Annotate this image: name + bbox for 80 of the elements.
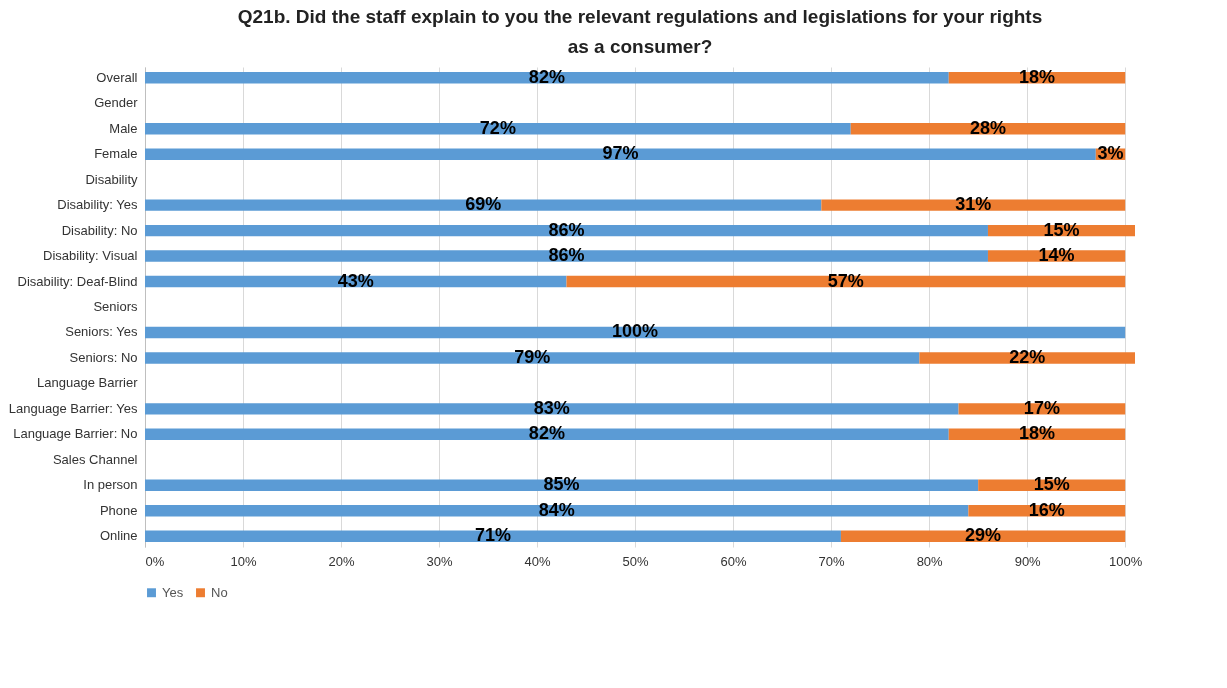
bar [145, 224, 988, 237]
bar [145, 428, 949, 441]
y-tick-label: Sales Channel [52, 451, 138, 467]
legend-label: No [211, 584, 228, 600]
data-label: 97% [602, 143, 639, 164]
data-label: 29% [965, 525, 1002, 546]
bar [145, 479, 979, 491]
data-label: 79% [514, 346, 551, 367]
data-label: 57% [827, 270, 864, 291]
data-label: 14% [1038, 245, 1075, 266]
y-tick-label: Disability: No [61, 222, 138, 238]
data-label: 100% [612, 321, 659, 342]
data-label: 28% [969, 117, 1006, 138]
data-label: 71% [474, 525, 511, 546]
y-tick-label: Disability: Yes [57, 197, 138, 213]
data-label: 15% [1043, 219, 1080, 240]
y-tick-label: Phone [99, 502, 138, 518]
bar [145, 326, 1126, 339]
y-tick-label: Gender [94, 95, 139, 111]
data-label: 84% [538, 499, 575, 520]
data-label: 86% [548, 219, 585, 240]
x-tick-label: 40% [524, 553, 552, 569]
bar [948, 72, 1126, 84]
x-tick-label: 60% [720, 553, 748, 569]
data-label: 83% [533, 397, 570, 418]
data-label: 15% [1033, 474, 1070, 495]
chart-title: Q21b. Did the staff explain to you the relevant regulations and legislations for your rights as a consumer? [237, 6, 1043, 57]
x-tick-label: 90% [1014, 553, 1042, 569]
y-tick-label: Seniors [93, 299, 138, 314]
x-tick-label: 70% [818, 553, 846, 569]
x-tick-label: 30% [426, 553, 453, 569]
x-tick-label: 50% [622, 553, 650, 569]
bar [145, 275, 567, 288]
x-tick-label: 100% [1109, 553, 1143, 569]
bar [958, 403, 1126, 415]
y-tick-label: In person [83, 477, 138, 493]
bar [145, 352, 920, 364]
data-label: 72% [479, 117, 516, 138]
y-tick-label: Online [99, 528, 138, 544]
data-label: 82% [528, 66, 565, 87]
data-label: 16% [1028, 499, 1065, 520]
data-label: 43% [337, 270, 374, 291]
bar [145, 148, 1096, 160]
y-tick-label: Disability: Deaf-Blind [17, 273, 138, 289]
y-tick-label: Female [94, 146, 138, 162]
legend-label: Yes [162, 584, 184, 600]
bar [145, 530, 841, 542]
bar [919, 352, 1135, 364]
bar [145, 504, 969, 517]
data-label: 17% [1023, 397, 1060, 418]
bar [840, 530, 1126, 542]
x-tick-label: 20% [328, 553, 355, 569]
x-tick-label: 80% [916, 553, 944, 569]
data-label: 3% [1097, 143, 1124, 164]
y-tick-label: Seniors: Yes [65, 324, 138, 340]
y-tick-label: Language Barrier: Yes [8, 400, 138, 416]
y-tick-label: Disability [85, 171, 138, 187]
bar [145, 199, 822, 211]
data-label: 85% [543, 474, 580, 495]
data-label: 18% [1018, 66, 1055, 87]
bar [145, 403, 959, 415]
bar [145, 123, 851, 135]
x-tick-label: 10% [230, 553, 257, 569]
y-tick-label: Disability: Visual [43, 248, 138, 264]
bar [145, 72, 949, 84]
y-tick-label: Seniors: No [69, 349, 138, 365]
bar [566, 275, 1126, 288]
data-label: 18% [1018, 423, 1055, 444]
data-label: 82% [528, 423, 565, 444]
bar [145, 250, 988, 262]
x-tick-label: 0% [145, 553, 165, 569]
y-tick-label: Language Barrier: No [13, 426, 138, 442]
data-label: 22% [1009, 346, 1046, 367]
data-label: 86% [548, 245, 585, 266]
y-tick-label: Language Barrier [37, 375, 139, 391]
y-tick-label: Overall [96, 69, 138, 85]
data-label: 69% [465, 194, 502, 215]
y-tick-label: Male [109, 120, 138, 136]
data-label: 31% [955, 194, 992, 215]
bar [821, 199, 1126, 211]
